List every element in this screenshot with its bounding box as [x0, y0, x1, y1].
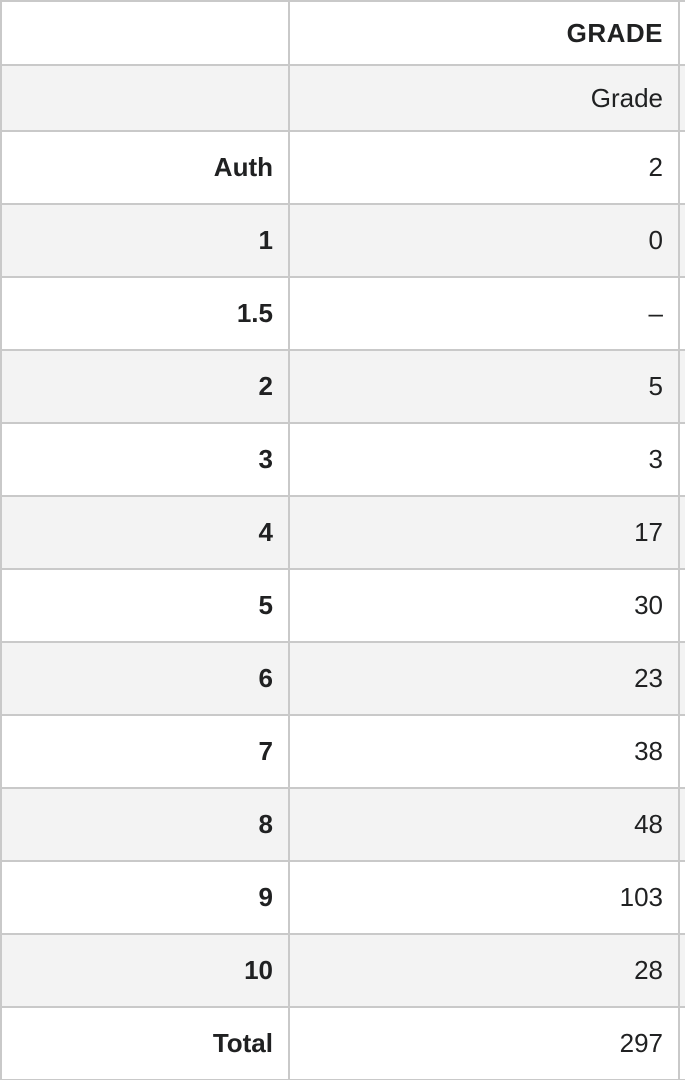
cropped-column-cell	[678, 422, 685, 497]
row-label: 4	[0, 495, 290, 570]
row-value: 48	[288, 787, 680, 862]
column-header-grade: GRADE	[288, 0, 680, 66]
table-row-header: GRADE	[0, 0, 685, 66]
row-value: –	[288, 276, 680, 351]
subheader-empty-cell	[0, 64, 290, 132]
row-value: 3	[288, 422, 680, 497]
row-label: 3	[0, 422, 290, 497]
cropped-column-cell	[678, 349, 685, 424]
row-label: Total	[0, 1006, 290, 1080]
cropped-column-cell	[678, 860, 685, 935]
table-row-4: 4 17	[0, 495, 685, 570]
table-row-subheader: Grade	[0, 64, 685, 132]
cropped-column-cell	[678, 130, 685, 205]
row-label: 2	[0, 349, 290, 424]
row-value: 30	[288, 568, 680, 643]
row-label: 6	[0, 641, 290, 716]
cropped-column-cell	[678, 933, 685, 1008]
row-value: 5	[288, 349, 680, 424]
table-row-5: 5 30	[0, 568, 685, 643]
cropped-column-cell	[678, 203, 685, 278]
table-row-10: 10 28	[0, 933, 685, 1008]
row-label: 1.5	[0, 276, 290, 351]
row-value: 17	[288, 495, 680, 570]
header-empty-cell	[0, 0, 290, 66]
cropped-column-cell	[678, 568, 685, 643]
row-value: 103	[288, 860, 680, 935]
cropped-column-cell	[678, 714, 685, 789]
table-row-9: 9 103	[0, 860, 685, 935]
row-value: 28	[288, 933, 680, 1008]
cropped-column-cell	[678, 276, 685, 351]
cropped-column-cell	[678, 787, 685, 862]
cropped-column-cell	[678, 0, 685, 66]
table-row-7: 7 38	[0, 714, 685, 789]
row-label: 7	[0, 714, 290, 789]
row-value: 23	[288, 641, 680, 716]
row-value: 38	[288, 714, 680, 789]
row-label: 10	[0, 933, 290, 1008]
row-label: 8	[0, 787, 290, 862]
table-row-1-5: 1.5 –	[0, 276, 685, 351]
table-row-1: 1 0	[0, 203, 685, 278]
row-value: 297	[288, 1006, 680, 1080]
cropped-column-cell	[678, 495, 685, 570]
column-subheader-grade: Grade	[288, 64, 680, 132]
cropped-column-cell	[678, 64, 685, 132]
cropped-column-cell	[678, 1006, 685, 1080]
table-row-2: 2 5	[0, 349, 685, 424]
cropped-column-cell	[678, 641, 685, 716]
row-label: Auth	[0, 130, 290, 205]
row-value: 0	[288, 203, 680, 278]
table-row-3: 3 3	[0, 422, 685, 497]
row-label: 9	[0, 860, 290, 935]
row-value: 2	[288, 130, 680, 205]
table-row-8: 8 48	[0, 787, 685, 862]
table-row-6: 6 23	[0, 641, 685, 716]
row-label: 5	[0, 568, 290, 643]
table-row-total: Total 297	[0, 1006, 685, 1080]
table-row-auth: Auth 2	[0, 130, 685, 205]
row-label: 1	[0, 203, 290, 278]
